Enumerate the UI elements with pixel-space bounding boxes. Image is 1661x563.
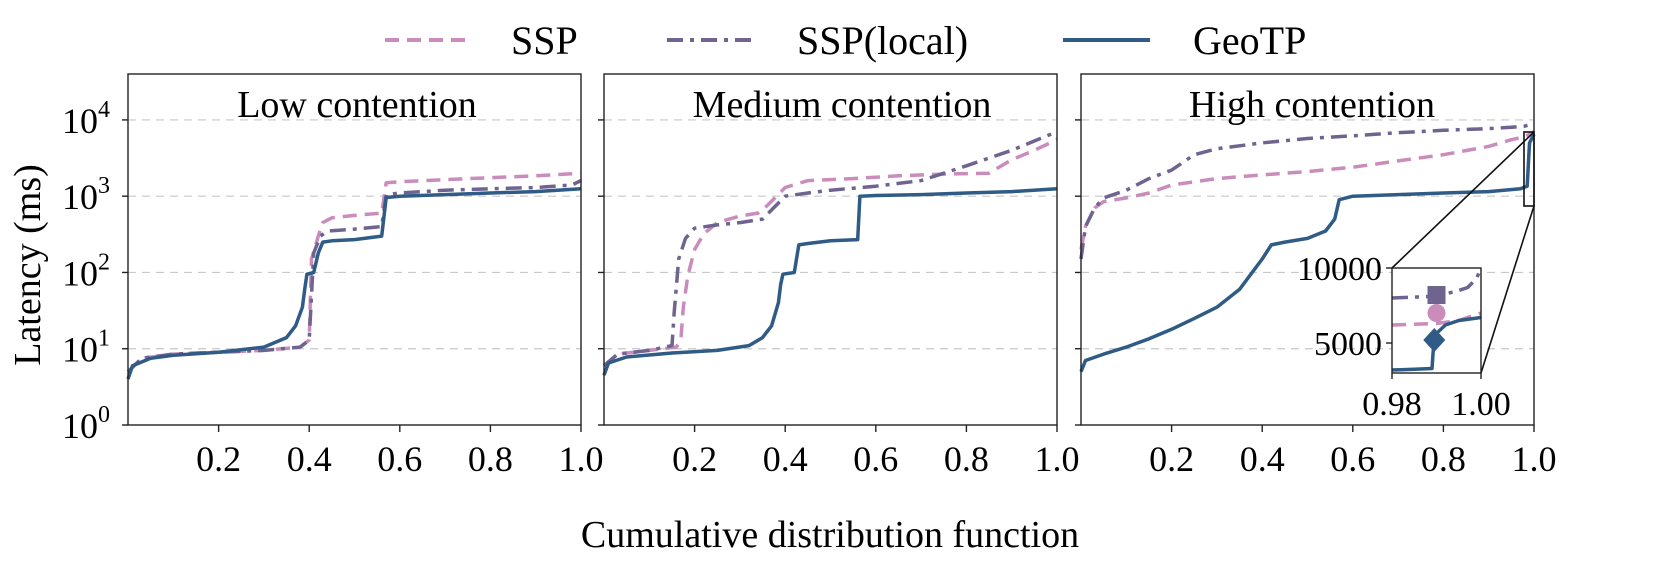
y-tick-label: 102 bbox=[62, 249, 110, 293]
zoom-connector bbox=[1391, 131, 1535, 269]
x-tick-label: 0.6 bbox=[377, 439, 422, 479]
legend-label-ssp-local: SSP(local) bbox=[797, 18, 968, 63]
x-tick-label: 0.8 bbox=[1421, 439, 1466, 479]
panel-title-low: Low contention bbox=[237, 84, 477, 126]
y-tick-labels: 100 101 102 103 104 bbox=[62, 97, 110, 446]
x-tick-label: 0.4 bbox=[763, 439, 808, 479]
inset-frame bbox=[1391, 267, 1482, 374]
x-axis-label: Cumulative distribution function bbox=[581, 514, 1079, 556]
x-tick-label: 0.2 bbox=[1149, 439, 1194, 479]
panel-low-contention: 0.2 0.4 0.6 0.8 1.0 bbox=[122, 73, 604, 479]
legend-label-ssp: SSP bbox=[511, 18, 578, 63]
y-tick-label: 104 bbox=[62, 97, 110, 141]
x-tick-label: 0.8 bbox=[944, 439, 989, 479]
series-line-geotp bbox=[602, 187, 1058, 376]
plot-frame bbox=[127, 73, 582, 426]
zoom-connector bbox=[1480, 205, 1535, 374]
series-line-ssp bbox=[602, 138, 1058, 368]
x-tick-label: 0.4 bbox=[287, 439, 332, 479]
panel-title-medium: Medium contention bbox=[693, 84, 992, 126]
x-tick-label: 1.0 bbox=[1512, 439, 1557, 479]
series-line-geotp bbox=[1079, 133, 1536, 373]
x-tick-label: 0.8 bbox=[468, 439, 513, 479]
legend-label-geotp: GeoTP bbox=[1193, 18, 1306, 63]
legend-entry-geotp: GeoTP bbox=[1063, 18, 1306, 63]
panel-high-contention: 0.2 0.4 0.6 0.8 1.0 bbox=[1075, 73, 1557, 479]
panel-title-high: High contention bbox=[1189, 84, 1435, 126]
inset-marker-geotp bbox=[1423, 328, 1446, 352]
inset-x-tick-label: 1.00 bbox=[1451, 386, 1511, 423]
panel-medium-contention: 0.2 0.4 0.6 0.8 1.0 bbox=[598, 73, 1080, 479]
series-line-ssp-local bbox=[602, 130, 1058, 368]
inset-x-tick-label: 0.98 bbox=[1362, 386, 1422, 423]
inset-zoom: 10000 5000 0.98 1.00 bbox=[1297, 131, 1535, 423]
x-tick-label: 0.4 bbox=[1240, 439, 1285, 479]
legend-entry-ssp-local: SSP(local) bbox=[667, 18, 968, 63]
x-tick-label: 0.2 bbox=[672, 439, 717, 479]
inset-marker-ssp bbox=[1427, 304, 1446, 322]
x-tick-label: 1.0 bbox=[1035, 439, 1080, 479]
legend: SSP SSP(local) GeoTP bbox=[385, 18, 1306, 63]
y-axis-label: Latency (ms) bbox=[7, 164, 49, 366]
inset-y-tick-label: 10000 bbox=[1297, 251, 1382, 288]
plot-frame bbox=[603, 73, 1058, 426]
x-tick-label: 0.6 bbox=[853, 439, 898, 479]
legend-entry-ssp: SSP bbox=[385, 18, 578, 63]
x-tick-label: 0.6 bbox=[1330, 439, 1375, 479]
inset-y-tick-label: 5000 bbox=[1314, 326, 1382, 363]
x-tick-label: 0.2 bbox=[196, 439, 241, 479]
y-tick-label: 101 bbox=[62, 326, 110, 370]
y-tick-label: 103 bbox=[62, 173, 110, 217]
inset-marker-ssp-local bbox=[1427, 286, 1446, 304]
inset-series-ssp bbox=[1391, 311, 1482, 327]
plot-frame bbox=[1080, 73, 1535, 426]
series-line-ssp-local bbox=[1079, 121, 1535, 260]
x-tick-label: 1.0 bbox=[559, 439, 604, 479]
series-line-ssp-local bbox=[126, 179, 582, 373]
y-tick-label: 100 bbox=[62, 402, 110, 446]
zoom-region-box bbox=[1523, 131, 1535, 207]
series-line-geotp bbox=[126, 187, 582, 380]
